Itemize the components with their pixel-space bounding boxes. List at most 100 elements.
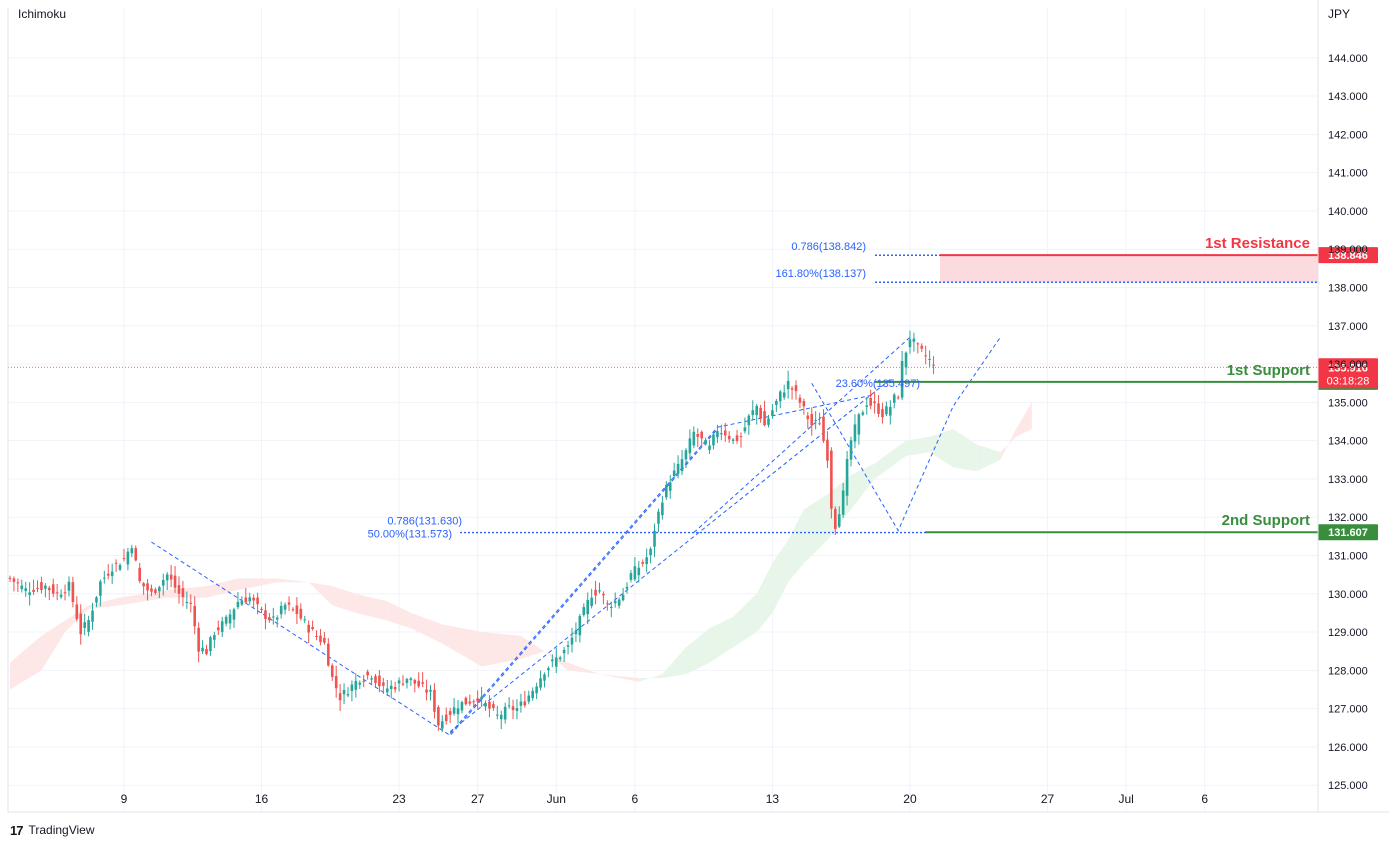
candle-body xyxy=(763,411,766,426)
candle-body xyxy=(150,588,153,592)
candle-body xyxy=(425,689,428,693)
fib-label: 50.00%(131.573) xyxy=(368,529,452,541)
price-tick-label: 129.000 xyxy=(1328,627,1368,639)
kumo-segment xyxy=(788,509,804,583)
price-tick-label: 128.000 xyxy=(1328,665,1368,677)
time-tick-label: 20 xyxy=(903,792,917,806)
candle-body xyxy=(515,708,519,711)
candle-body xyxy=(165,574,169,581)
candle-body xyxy=(8,577,12,579)
price-tick-label: 130.000 xyxy=(1328,589,1368,601)
candle-body xyxy=(264,610,267,619)
candle-body xyxy=(480,696,483,700)
kumo-segment xyxy=(976,444,1001,472)
candle-body xyxy=(629,573,633,580)
candle-body xyxy=(484,702,487,707)
candle-body xyxy=(641,562,645,564)
time-tick-label: 27 xyxy=(471,792,485,806)
candle-body xyxy=(130,548,134,554)
candle-body xyxy=(723,430,727,436)
kumo-segment xyxy=(685,628,710,675)
kumo-segment xyxy=(1016,402,1032,437)
kumo-segment xyxy=(929,429,954,468)
candle-body xyxy=(837,514,841,527)
candle-body xyxy=(747,415,751,426)
candle-body xyxy=(468,701,472,704)
candle-body xyxy=(570,637,574,645)
candle-body xyxy=(869,397,872,406)
candle-body xyxy=(794,385,798,392)
tradingview-logo-icon: 17 xyxy=(10,822,24,838)
candle-body xyxy=(334,676,338,689)
kumo-segment xyxy=(41,620,66,671)
price-tick-label: 135.000 xyxy=(1328,397,1368,409)
candle-body xyxy=(382,682,385,686)
candle-body xyxy=(185,602,189,604)
candle-body xyxy=(877,403,880,414)
candle-body xyxy=(201,647,204,652)
time-tick-label: 23 xyxy=(392,792,406,806)
kumo-segment xyxy=(568,662,600,675)
candle-body xyxy=(826,439,829,461)
current-price-tag xyxy=(1318,358,1378,389)
candle-body xyxy=(244,597,248,603)
candle-body xyxy=(731,439,735,441)
price-axis: 144.000 143.000 142.000 141.000 140.000 139.0… xyxy=(1328,53,1368,792)
candle-body xyxy=(169,574,173,580)
candle-body xyxy=(393,686,397,690)
kumo-segment xyxy=(520,635,545,659)
candle-body xyxy=(303,619,307,621)
candle-body xyxy=(696,434,700,437)
candle-body xyxy=(492,704,495,708)
candle-body xyxy=(476,698,479,702)
time-tick-label: Jul xyxy=(1118,792,1133,806)
candle-body xyxy=(378,675,381,687)
candle-body xyxy=(370,678,373,680)
price-tick-label: 138.000 xyxy=(1328,282,1368,294)
time-tick-label: 13 xyxy=(766,792,780,806)
candle-body xyxy=(574,630,578,635)
candle-body xyxy=(389,685,393,689)
candle-body xyxy=(645,557,648,565)
candle-body xyxy=(554,657,558,667)
time-tick-label: 16 xyxy=(255,792,269,806)
time-axis: 9 16 23 27 Jun 6 13 20 27 Jul 6 xyxy=(121,792,1209,806)
candle-body xyxy=(197,627,200,652)
candle-body xyxy=(83,622,86,628)
candle-body xyxy=(562,649,566,654)
candle-body xyxy=(319,635,322,643)
candle-body xyxy=(488,701,491,709)
fib-label: 0.786(138.842) xyxy=(791,241,866,253)
candle-body xyxy=(810,413,814,426)
candle-body xyxy=(181,588,185,598)
candle-body xyxy=(716,431,719,438)
candle-body xyxy=(350,684,354,691)
candle-body xyxy=(661,502,664,516)
candle-body xyxy=(582,607,586,616)
candle-body xyxy=(311,626,314,630)
kumo-segment xyxy=(410,612,443,644)
candle-body xyxy=(598,590,601,592)
candle-body xyxy=(708,445,711,450)
candle-body xyxy=(40,582,43,591)
candle-body xyxy=(413,679,417,684)
candles xyxy=(8,330,935,733)
candle-body xyxy=(448,711,452,715)
candle-body xyxy=(433,689,436,712)
candle-body xyxy=(637,567,641,576)
candle-body xyxy=(429,689,432,692)
candle-body xyxy=(417,680,421,687)
candle-body xyxy=(228,614,232,624)
candle-body xyxy=(354,680,358,690)
candle-body xyxy=(539,678,542,688)
candle-body xyxy=(751,410,755,416)
brand-label: TradingView xyxy=(28,823,95,837)
candle-body xyxy=(299,608,303,619)
candle-body xyxy=(51,584,55,594)
candle-body xyxy=(75,604,79,620)
kumo-segment xyxy=(481,632,521,667)
candle-body xyxy=(154,589,157,594)
candle-body xyxy=(900,360,904,398)
kumo-segment xyxy=(237,578,278,590)
